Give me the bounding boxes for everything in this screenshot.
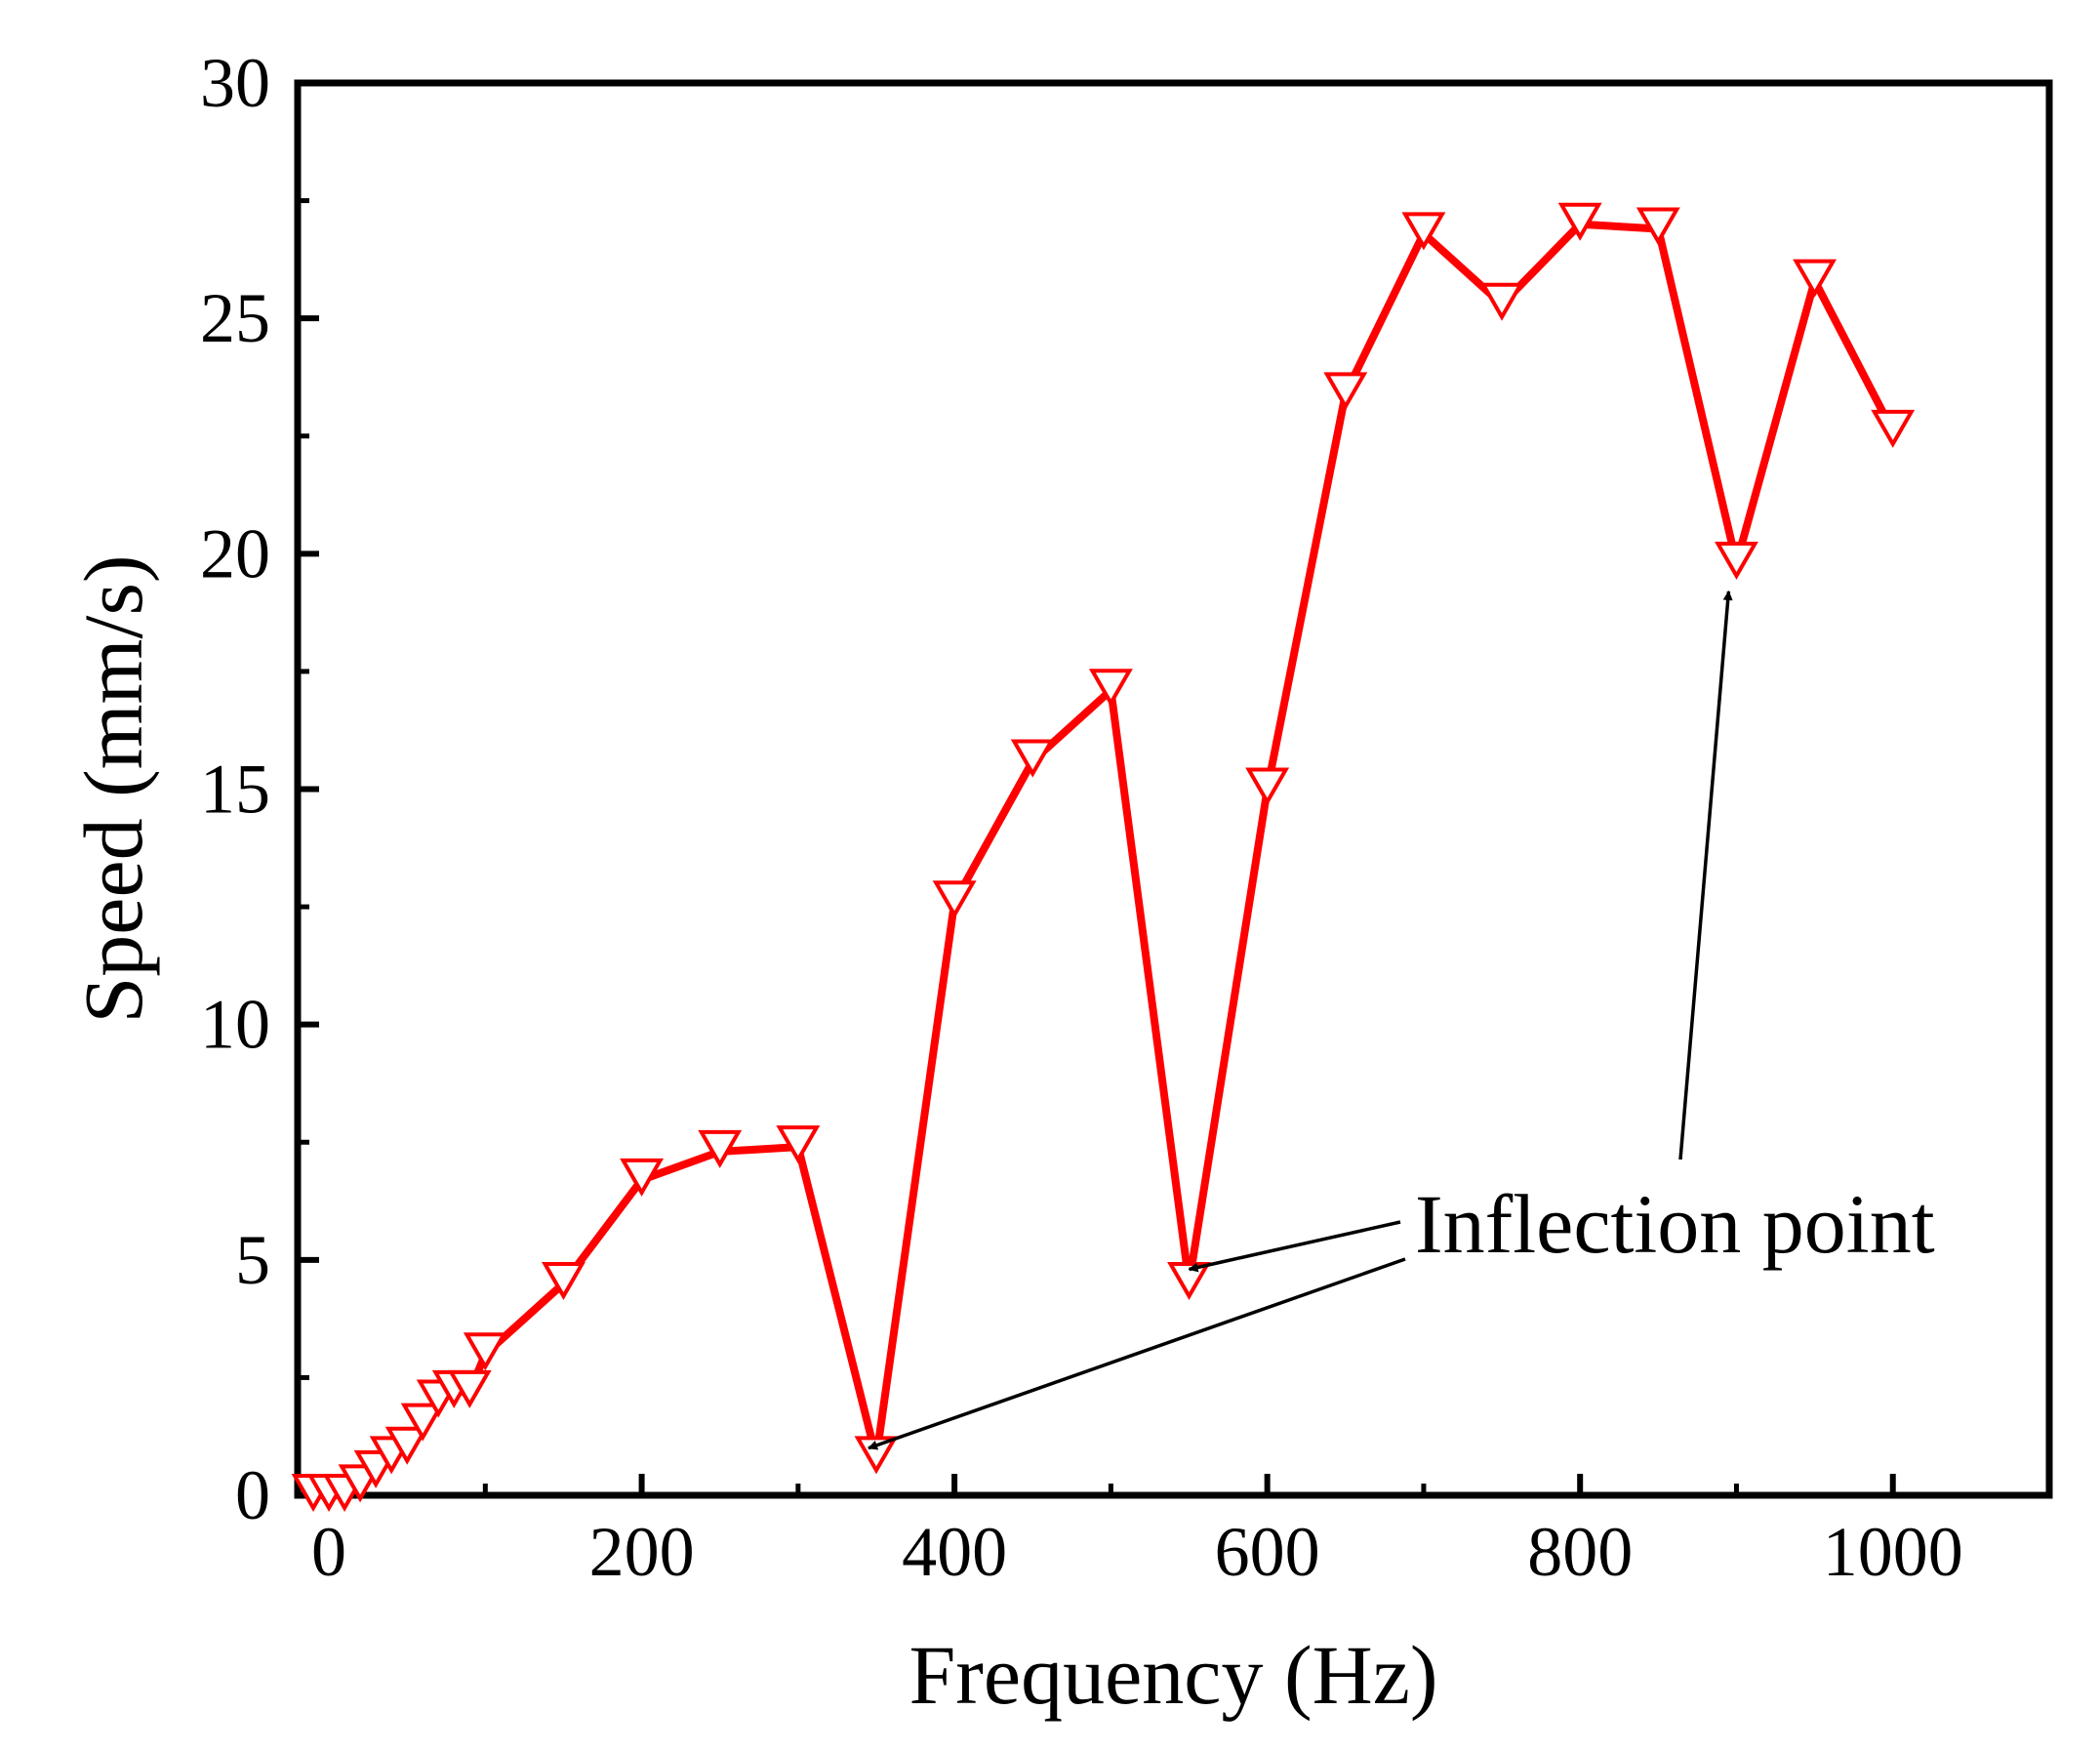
data-point-marker — [384, 1426, 429, 1465]
y-tick-label: 25 — [200, 279, 270, 357]
data-point-marker — [1401, 212, 1446, 251]
annotation-arrow — [868, 1257, 1406, 1450]
y-tick-label: 15 — [200, 751, 270, 829]
series-line — [313, 220, 1897, 1499]
axis-ticks — [298, 80, 1896, 1498]
data-point-marker — [447, 1369, 492, 1408]
x-tick-label: 1000 — [1823, 1513, 1963, 1591]
y-tick-labels: 0 5 10 15 20 25 30 — [200, 44, 270, 1534]
inflection-annotation: Inflection point — [868, 590, 1935, 1450]
x-tick-label: 800 — [1527, 1513, 1633, 1591]
data-point-marker — [698, 1129, 743, 1168]
data-point-marker — [620, 1158, 665, 1197]
data-point-marker — [1636, 207, 1680, 246]
data-point-marker — [463, 1332, 507, 1371]
x-tick-label: 400 — [902, 1513, 1007, 1591]
data-point-marker — [1793, 259, 1838, 298]
x-tick-label: 0 — [311, 1513, 346, 1591]
data-point-marker — [1871, 409, 1916, 448]
x-tick-label: 200 — [589, 1513, 695, 1591]
data-point-marker — [1245, 767, 1290, 806]
annotation-label: Inflection point — [1415, 1177, 1935, 1271]
y-tick-label: 0 — [235, 1456, 270, 1534]
data-point-marker — [1323, 372, 1368, 411]
data-point-marker — [1479, 282, 1524, 321]
x-tick-labels: 0 200 400 600 800 1000 — [311, 1513, 1963, 1591]
annotation-arrow — [1188, 1220, 1401, 1273]
x-tick-label: 600 — [1215, 1513, 1320, 1591]
x-axis-title: Frequency (Hz) — [909, 1628, 1437, 1722]
data-point-marker — [400, 1403, 445, 1442]
series-speed — [291, 202, 1916, 1513]
annotation-arrow — [1678, 590, 1733, 1161]
data-point-marker — [854, 1436, 899, 1475]
y-tick-label: 5 — [235, 1221, 270, 1299]
data-point-marker — [541, 1261, 586, 1300]
y-tick-label: 10 — [200, 986, 270, 1064]
data-point-marker — [1088, 669, 1133, 708]
y-tick-label: 30 — [200, 44, 270, 122]
data-point-marker — [932, 880, 977, 919]
data-point-marker — [1715, 541, 1758, 580]
y-axis-title: Speed (mm/s) — [66, 554, 160, 1023]
y-tick-label: 20 — [200, 514, 270, 592]
data-point-marker — [1010, 739, 1055, 778]
data-point-marker — [1557, 202, 1602, 241]
data-point-marker — [776, 1125, 821, 1164]
